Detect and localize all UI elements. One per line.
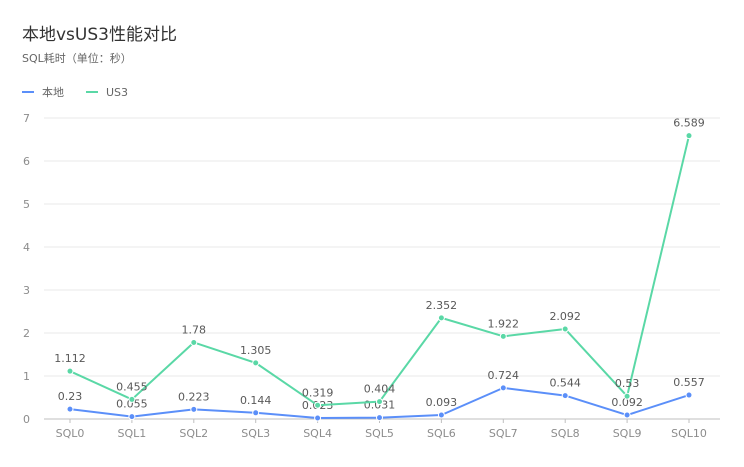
data-label-local: 0.092 [611, 396, 643, 409]
data-point-us3 [437, 314, 445, 322]
data-point-us3 [128, 395, 136, 403]
data-label-us3: 2.092 [549, 310, 581, 323]
data-point-local [499, 384, 507, 392]
data-point-us3 [252, 359, 260, 367]
data-point-local [190, 405, 198, 413]
x-tick-label: SQL8 [551, 427, 580, 440]
legend-swatch-us3 [86, 91, 98, 93]
x-tick-label: SQL10 [671, 427, 707, 440]
legend-item-us3[interactable]: US3 [86, 86, 128, 99]
data-point-us3 [376, 398, 383, 406]
data-point-us3 [561, 325, 569, 333]
data-label-us3: 1.922 [488, 317, 520, 330]
x-tick-label: SQL6 [427, 427, 456, 440]
data-label-local: 0.223 [178, 390, 210, 403]
data-point-us3 [66, 367, 74, 375]
data-point-local [252, 409, 260, 417]
x-tick-label: SQL4 [303, 427, 332, 440]
x-tick-label: SQL9 [613, 427, 642, 440]
legend-item-local[interactable]: 本地 [22, 84, 64, 100]
data-label-us3: 6.589 [673, 117, 705, 130]
y-tick-label: 1 [23, 370, 30, 383]
data-point-us3 [499, 332, 507, 340]
y-tick-label: 3 [23, 284, 30, 297]
data-point-local [561, 392, 569, 400]
x-tick-label: SQL1 [118, 427, 147, 440]
data-label-us3: 0.455 [116, 380, 148, 393]
data-label-us3: 0.319 [302, 386, 334, 399]
data-point-us3 [685, 132, 693, 140]
legend-swatch-local [22, 91, 34, 93]
x-tick-label: SQL2 [179, 427, 208, 440]
y-tick-label: 6 [23, 155, 30, 168]
x-tick-label: SQL3 [241, 427, 270, 440]
data-point-us3 [190, 338, 198, 346]
data-point-local [66, 405, 74, 413]
data-point-local [314, 414, 322, 422]
data-label-local: 0.724 [488, 369, 520, 382]
chart-title: 本地vsUS3性能对比 [22, 25, 177, 45]
data-label-local: 0.544 [549, 377, 581, 390]
y-tick-label: 2 [23, 327, 30, 340]
y-tick-label: 0 [23, 413, 30, 426]
y-tick-label: 7 [23, 112, 30, 125]
data-label-local: 0.055 [116, 398, 148, 411]
data-point-us3 [314, 401, 322, 409]
x-tick-label: SQL5 [365, 427, 394, 440]
legend-label-local: 本地 [42, 86, 64, 99]
y-tick-label: 5 [23, 198, 30, 211]
x-tick-label: SQL7 [489, 427, 518, 440]
data-label-us3: 0.53 [615, 377, 640, 390]
data-label-local: 0.557 [673, 376, 705, 389]
data-point-local [623, 411, 631, 419]
data-label-us3: 1.112 [54, 352, 86, 365]
data-point-local [685, 391, 693, 399]
data-point-local [437, 411, 445, 419]
data-point-local [376, 414, 383, 422]
chart-legend: 本地 US3 [22, 84, 150, 100]
data-label-local: 0.23 [58, 390, 83, 403]
data-label-local: 0.144 [240, 394, 272, 407]
data-label-us3: 2.352 [426, 299, 458, 312]
y-tick-label: 4 [23, 241, 30, 254]
series-line-us3 [69, 135, 690, 407]
data-label-local: 0.093 [426, 396, 458, 409]
legend-label-us3: US3 [106, 85, 129, 99]
data-point-us3 [623, 392, 631, 400]
chart-subtitle: SQL耗时（单位：秒） [22, 52, 132, 65]
data-label-us3: 0.404 [364, 383, 396, 396]
data-point-local [128, 413, 136, 421]
data-label-us3: 1.305 [240, 344, 272, 357]
data-label-us3: 1.78 [182, 323, 207, 336]
x-tick-label: SQL0 [56, 427, 85, 440]
